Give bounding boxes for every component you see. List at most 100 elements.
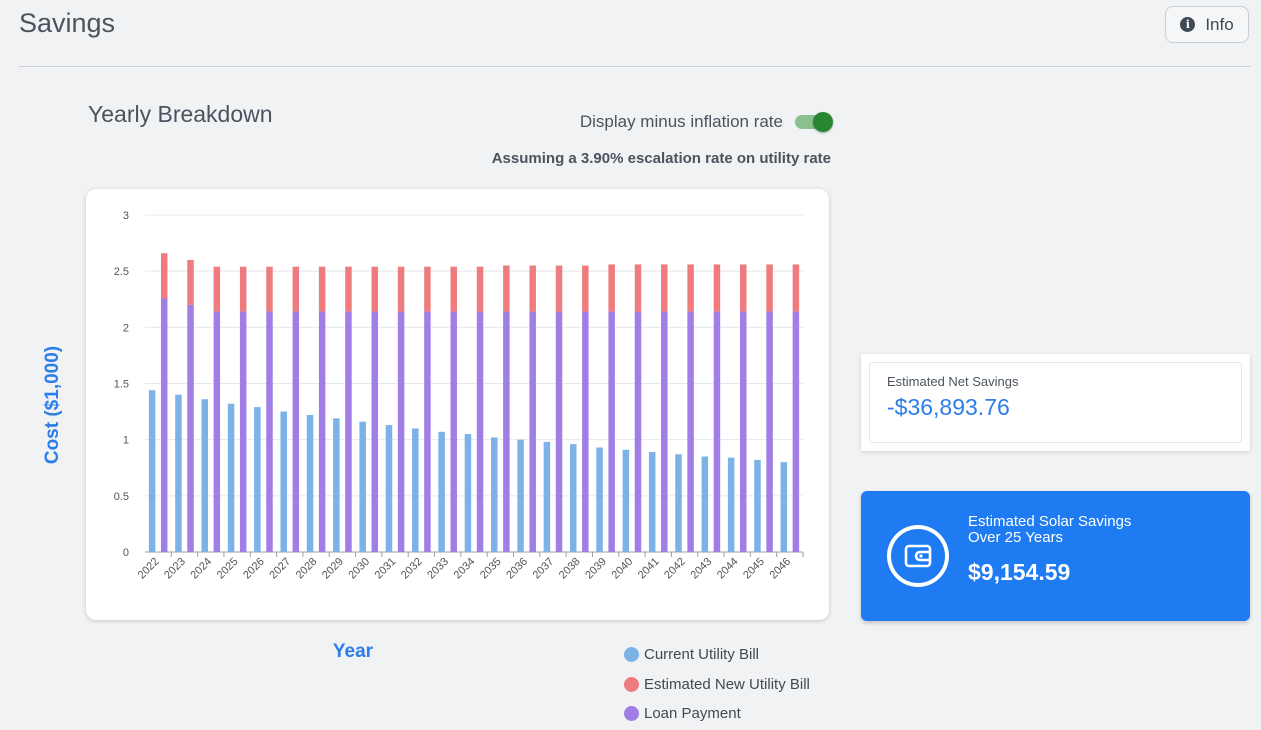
bar-current-utility-bill — [227, 403, 235, 552]
legend-item-current-utility-bill[interactable]: Current Utility Bill — [624, 640, 810, 670]
bar-current-utility-bill — [201, 399, 208, 552]
bar-new-utility-bill — [213, 266, 221, 312]
x-tick-label: 2022 — [136, 556, 162, 582]
bar-current-utility-bill — [675, 454, 682, 552]
legend-label: Current Utility Bill — [644, 646, 760, 664]
bar-current-utility-bill — [280, 411, 287, 552]
chart-card: 0 0.5 1 1.5 2 2.5 3 2022 2023 2024 2025 2026 2027 202… — [86, 189, 829, 620]
net-savings-card: Estimated Net Savings -$36,893.76 — [861, 354, 1250, 451]
bar-new-utility-bill — [292, 266, 300, 312]
bar-current-utility-bill — [596, 447, 603, 552]
x-tick-label: 2032 — [399, 556, 425, 582]
chart-legend: Current Utility Bill Estimated New Utili… — [624, 640, 810, 729]
bar-new-utility-bill — [424, 266, 431, 312]
x-tick-label: 2024 — [188, 556, 214, 582]
bar-new-utility-bill — [713, 264, 721, 312]
y-tick-label: 0 — [123, 547, 129, 559]
x-tick-label: 2030 — [346, 556, 372, 582]
bar-new-utility-bill — [345, 266, 352, 312]
legend-item-new-utility-bill[interactable]: Estimated New Utility Bill — [624, 670, 810, 700]
bar-current-utility-bill — [254, 407, 261, 552]
bar-loan-payment — [476, 311, 484, 552]
bar-loan-payment — [318, 311, 326, 552]
bar-loan-payment — [529, 311, 536, 552]
info-button[interactable]: i Info — [1165, 6, 1249, 43]
solar-savings-value: $9,154.59 — [968, 559, 1071, 585]
bar-loan-payment — [371, 311, 379, 552]
bar-current-utility-bill — [727, 457, 735, 552]
inflation-toggle-label: Display minus inflation rate — [579, 112, 783, 131]
header-divider — [19, 66, 1251, 67]
bar-new-utility-bill — [766, 264, 773, 312]
x-tick-label: 2033 — [425, 556, 451, 582]
legend-item-loan-payment[interactable]: Loan Payment — [624, 699, 810, 729]
x-tick-label: 2027 — [267, 556, 293, 582]
bar-new-utility-bill — [740, 264, 747, 312]
bar-loan-payment — [687, 311, 694, 552]
bar-current-utility-bill — [543, 441, 551, 552]
x-tick-label: 2039 — [583, 556, 609, 582]
x-tick-label: 2046 — [767, 556, 793, 582]
bar-loan-payment — [555, 311, 563, 552]
bar-current-utility-bill — [438, 431, 445, 552]
bar-loan-payment — [213, 311, 221, 552]
bar-current-utility-bill — [569, 444, 577, 552]
y-tick-label: 3 — [123, 210, 129, 222]
bar-loan-payment — [345, 311, 352, 552]
x-tick-label: 2038 — [557, 556, 583, 582]
legend-label: Loan Payment — [644, 705, 741, 723]
bar-new-utility-bill — [661, 264, 668, 312]
solar-savings-label-line1: Estimated Solar Savings — [968, 513, 1132, 530]
y-tick-label: 0.5 — [114, 491, 129, 503]
bar-new-utility-bill — [503, 265, 510, 312]
x-tick-label: 2042 — [662, 556, 688, 582]
solar-savings-card: Estimated Solar Savings Over 25 Years $9… — [861, 491, 1250, 621]
x-tick-label: 2035 — [478, 556, 504, 582]
toggle-knob[interactable] — [813, 112, 833, 132]
bar-loan-payment — [766, 311, 773, 552]
x-tick-label: 2037 — [531, 556, 557, 582]
bar-loan-payment — [582, 311, 589, 552]
bar-new-utility-bill — [687, 264, 694, 312]
bar-new-utility-bill — [529, 265, 536, 312]
x-tick-label: 2028 — [294, 556, 320, 582]
info-icon: i — [1180, 17, 1196, 32]
bar-loan-payment — [792, 311, 800, 552]
x-tick-label: 2031 — [373, 556, 399, 582]
legend-dot — [624, 647, 639, 663]
x-tick-label: 2029 — [320, 556, 346, 582]
bar-new-utility-bill — [555, 265, 563, 312]
bar-new-utility-bill — [634, 264, 642, 312]
bar-new-utility-bill — [450, 266, 457, 312]
x-tick-label: 2041 — [636, 556, 662, 582]
page-title: Savings — [19, 8, 116, 38]
bar-loan-payment — [397, 311, 405, 552]
bar-current-utility-bill — [359, 421, 366, 552]
bar-loan-payment — [634, 311, 642, 552]
bar-new-utility-bill — [608, 264, 615, 312]
bar-loan-payment — [450, 311, 457, 552]
bar-current-utility-bill — [701, 456, 709, 552]
inflation-toggle[interactable] — [795, 112, 833, 132]
bar-loan-payment — [239, 311, 247, 552]
x-tick-label: 2026 — [241, 556, 267, 582]
wallet-icon — [887, 525, 949, 587]
bar-current-utility-bill — [412, 428, 419, 552]
y-tick-label: 2 — [123, 322, 129, 334]
bar-current-utility-bill — [306, 414, 314, 552]
bar-loan-payment — [266, 311, 273, 552]
bar-loan-payment — [292, 311, 300, 552]
bar-current-utility-bill — [333, 418, 340, 552]
bar-loan-payment — [424, 311, 431, 552]
bar-loan-payment — [187, 304, 194, 552]
bar-current-utility-bill — [754, 459, 761, 552]
inflation-toggle-row: Display minus inflation rate — [579, 112, 833, 132]
legend-label: Estimated New Utility Bill — [644, 675, 810, 693]
x-tick-label: 2045 — [741, 556, 767, 582]
section-title: Yearly Breakdown — [88, 101, 273, 127]
bar-new-utility-bill — [318, 266, 326, 312]
bar-current-utility-bill — [385, 425, 393, 552]
x-tick-label: 2023 — [162, 556, 188, 582]
bar-current-utility-bill — [175, 394, 182, 552]
bar-loan-payment — [661, 311, 668, 552]
